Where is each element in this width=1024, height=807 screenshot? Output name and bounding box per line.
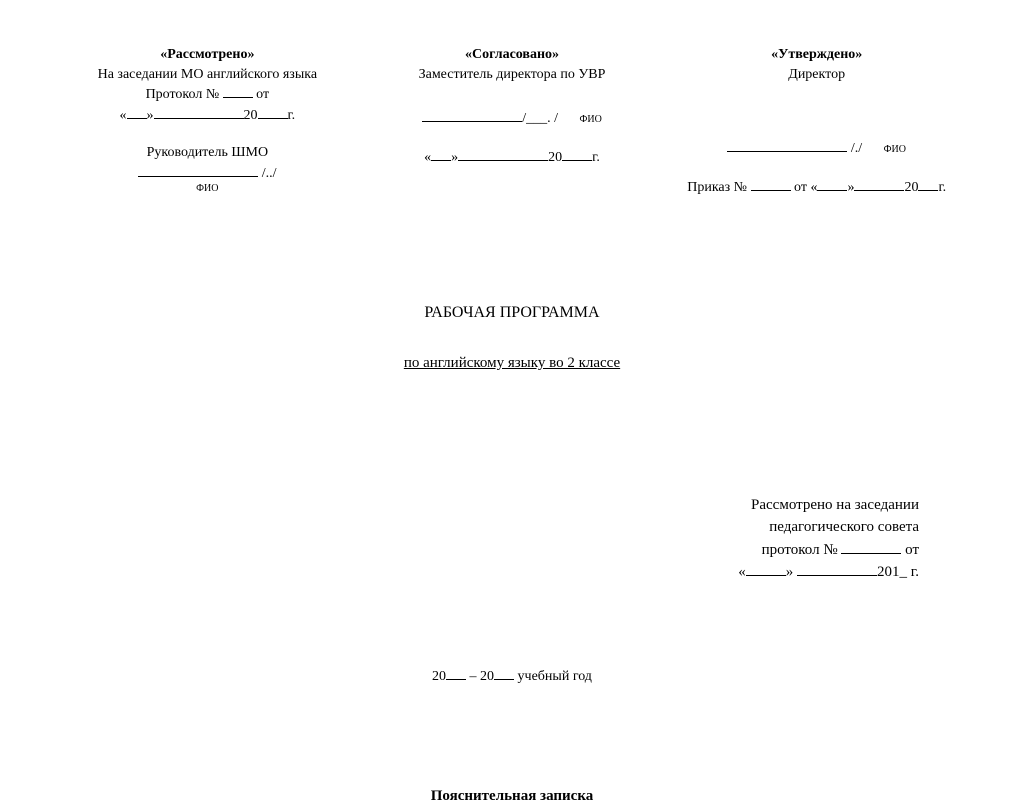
approval-header: «Рассмотрено» На заседании МО английског… (65, 45, 959, 197)
order-close-quote: » (847, 180, 854, 195)
status-reviewed: «Рассмотрено» (65, 45, 350, 65)
blank-year (258, 105, 288, 119)
blank-month (154, 105, 244, 119)
status-agreed: «Согласовано» (370, 45, 655, 65)
year-prefix: 20 (244, 108, 258, 123)
order-from: от « (791, 180, 818, 195)
meeting-line2: педагогического совета (65, 516, 919, 539)
agreed-signature-line: /___. / ФИО (370, 108, 655, 129)
sig-slash: /___. / (522, 111, 558, 126)
explanatory-note-heading: Пояснительная записка (65, 786, 959, 807)
pedagogical-council-block: Рассмотрено на заседании педагогического… (65, 494, 959, 584)
blank-month (458, 147, 548, 161)
col-reviewed: «Рассмотрено» На заседании МО английског… (65, 45, 350, 197)
meeting-date-mid: » (786, 564, 797, 580)
date-close-quote: » (147, 108, 154, 123)
reviewed-role: Руководитель ШМО (65, 143, 350, 163)
reviewed-protocol-line: Протокол № от (65, 84, 350, 105)
blank-year (562, 147, 592, 161)
approved-role: Директор (674, 65, 959, 85)
approved-signature-line: /./ ФИО (674, 138, 959, 159)
blank-order-no (751, 177, 791, 191)
col-approved: «Утверждено» Директор /./ ФИО Приказ № о… (674, 45, 959, 197)
year-suffix: г. (592, 150, 600, 165)
meeting-protocol-prefix: протокол № (762, 542, 842, 558)
col-agreed: «Согласовано» Заместитель директора по У… (370, 45, 655, 167)
reviewed-signature-line: /../ ФИО (65, 163, 350, 197)
meeting-protocol-suffix: от (901, 542, 919, 558)
reviewed-body-line: На заседании МО английского языка (65, 65, 350, 85)
blank-day (817, 177, 847, 191)
approved-order-line: Приказ № от « » 20 г. (674, 177, 959, 198)
blank-year-start (446, 666, 466, 680)
meeting-line1: Рассмотрено на заседании (65, 494, 919, 517)
year-prefix: 20 (432, 669, 446, 684)
blank-month (854, 177, 904, 191)
document-sub-title: по английскому языку во 2 классе (65, 353, 959, 374)
year-suffix: учебный год (514, 669, 592, 684)
date-open-quote: « (120, 108, 127, 123)
blank-day (127, 105, 147, 119)
date-open-quote: « (424, 150, 431, 165)
year-prefix: 20 (548, 150, 562, 165)
protocol-prefix: Протокол № (146, 87, 223, 102)
year-suffix: г. (288, 108, 296, 123)
fio-label: ФИО (579, 113, 601, 127)
blank-signature (138, 163, 258, 177)
fio-label: ФИО (884, 143, 906, 157)
meeting-date-open: « (738, 564, 746, 580)
year-dash: – 20 (466, 669, 494, 684)
meeting-line4: « » 201_ г. (65, 561, 919, 584)
academic-year-line: 20 – 20 учебный год (65, 666, 959, 687)
blank-protocol-no (841, 539, 901, 554)
fio-label: ФИО (138, 182, 276, 196)
date-close-quote: » (451, 150, 458, 165)
blank-signature (422, 108, 522, 122)
blank-month (797, 561, 877, 576)
blank-protocol-no (223, 84, 253, 98)
blank-year-end (494, 666, 514, 680)
protocol-suffix: от (253, 87, 269, 102)
status-approved: «Утверждено» (674, 45, 959, 65)
year-suffix: г. (938, 180, 946, 195)
document-main-title: РАБОЧАЯ ПРОГРАММА (65, 302, 959, 324)
agreed-role: Заместитель директора по УВР (370, 65, 655, 85)
order-prefix: Приказ № (687, 180, 750, 195)
year-prefix: 20 (904, 180, 918, 195)
sig-slash: /./ (847, 141, 862, 156)
meeting-year: 201_ г. (877, 564, 919, 580)
agreed-date-line: « » 20 г. (370, 147, 655, 168)
blank-day (431, 147, 451, 161)
blank-day (746, 561, 786, 576)
blank-year (918, 177, 938, 191)
sig-slash: /../ (258, 166, 276, 181)
blank-signature (727, 138, 847, 152)
reviewed-date-line: « » 20 г. (65, 105, 350, 126)
meeting-line3: протокол № от (65, 539, 919, 562)
